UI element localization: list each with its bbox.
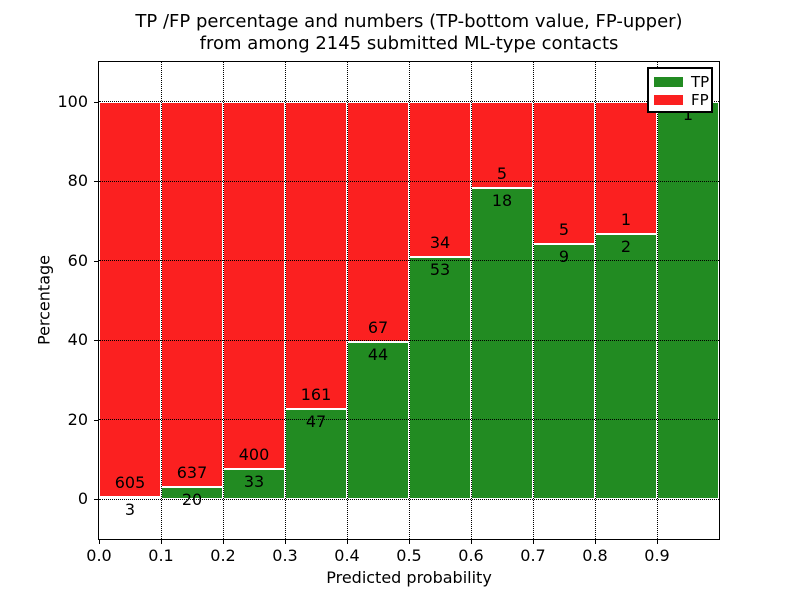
bar-fp-count-label: 5 xyxy=(496,164,508,184)
x-tick-label: 0.5 xyxy=(396,546,422,565)
x-tick-label: 0.6 xyxy=(458,546,484,565)
bar-fp-segment xyxy=(347,101,409,342)
bar-tp-count-label: 44 xyxy=(367,344,389,364)
x-axis-tick xyxy=(347,540,348,544)
x-axis-label: Predicted probability xyxy=(326,568,492,587)
x-axis-tick xyxy=(657,540,658,544)
bar-tp-count-label: 9 xyxy=(558,246,570,266)
bar-tp-segment xyxy=(347,341,409,500)
x-tick-label: 0.1 xyxy=(148,546,174,565)
bar-fp-segment xyxy=(409,101,471,258)
bar-fp-count-label: 637 xyxy=(176,463,208,483)
plot-area: 605 3 637 20 400 33 161 47 67 44 34 53 5 18 5 9 1 2 1 xyxy=(98,61,720,540)
y-axis-tick xyxy=(94,260,98,262)
x-axis-tick xyxy=(471,540,472,544)
bar-tp-count-label: 47 xyxy=(305,412,327,432)
chart-title-line1: TP /FP percentage and numbers (TP-bottom… xyxy=(135,11,683,32)
y-tick-label: 100 xyxy=(57,91,88,111)
bar-fp-count-label: 5 xyxy=(558,219,570,239)
bar-tp-count-label: 33 xyxy=(243,471,265,491)
bar-fp-segment xyxy=(471,101,533,189)
bar-fp-segment xyxy=(595,101,657,235)
legend-item-tp: TP xyxy=(654,73,711,91)
bar-tp-segment xyxy=(223,468,285,500)
bar-fp-count-label: 400 xyxy=(238,444,270,464)
y-tick-label: 80 xyxy=(67,171,88,191)
y-tick-label: 20 xyxy=(67,409,88,429)
bar-fp-count-label: 161 xyxy=(300,385,332,405)
x-axis-tick xyxy=(161,540,162,544)
fp-legend-swatch xyxy=(654,95,683,105)
bar-tp-count-label: 53 xyxy=(429,260,451,280)
y-axis-tick xyxy=(94,340,98,342)
x-axis-tick xyxy=(533,540,534,544)
bar-labels-layer: 605 3 637 20 400 33 161 47 67 44 34 53 5 18 5 9 1 2 1 xyxy=(99,62,719,539)
bar-fp-segment xyxy=(223,101,285,469)
bar-fp-count-label: 1 xyxy=(620,210,632,230)
x-axis-tick xyxy=(285,540,286,544)
x-tick-label: 0.8 xyxy=(582,546,608,565)
bar-tp-count-label: 20 xyxy=(181,490,203,510)
chart-title: TP /FP percentage and numbers (TP-bottom… xyxy=(98,11,720,55)
x-tick-label: 0.7 xyxy=(520,546,546,565)
x-axis-tick xyxy=(223,540,224,544)
bar-tp-count-label: 18 xyxy=(491,191,513,211)
x-tick-label: 0.4 xyxy=(334,546,360,565)
y-axis-tick xyxy=(94,181,98,183)
y-tick-label: 60 xyxy=(67,250,88,270)
bar-tp-segment xyxy=(471,188,533,500)
x-tick-label: 0.3 xyxy=(272,546,298,565)
bar-tp-count-label: 2 xyxy=(620,237,632,257)
x-tick-label: 0.2 xyxy=(210,546,236,565)
bar-fp-count-label: 67 xyxy=(367,317,389,337)
legend: TP FP xyxy=(647,67,713,113)
bar-tp-count-label: 1 xyxy=(682,104,694,124)
y-tick-label: 0 xyxy=(77,489,88,509)
legend-item-fp: FP xyxy=(654,91,711,109)
bar-fp-count-label: 34 xyxy=(429,233,451,253)
x-axis-tick xyxy=(595,540,596,544)
tp-legend-swatch xyxy=(654,77,683,87)
y-tick-label: 40 xyxy=(67,330,88,350)
bar-fp-count-label: 605 xyxy=(114,473,146,493)
x-axis-tick xyxy=(409,540,410,544)
tp-legend-label: TP xyxy=(691,73,710,91)
fp-legend-label: FP xyxy=(691,91,709,109)
bar-tp-segment xyxy=(657,101,719,500)
x-axis-tick xyxy=(99,540,100,544)
bar-tp-count-label: 3 xyxy=(124,500,136,520)
y-axis-tick xyxy=(94,101,98,103)
bar-fp-segment xyxy=(285,101,347,410)
chart-title-line2: from among 2145 submitted ML-type contac… xyxy=(199,33,619,54)
y-axis-tick xyxy=(94,419,98,421)
x-tick-label: 0.9 xyxy=(644,546,670,565)
bar-tp-segment xyxy=(285,409,347,500)
y-axis-tick xyxy=(94,499,98,501)
x-tick-label: 0.0 xyxy=(86,546,112,565)
